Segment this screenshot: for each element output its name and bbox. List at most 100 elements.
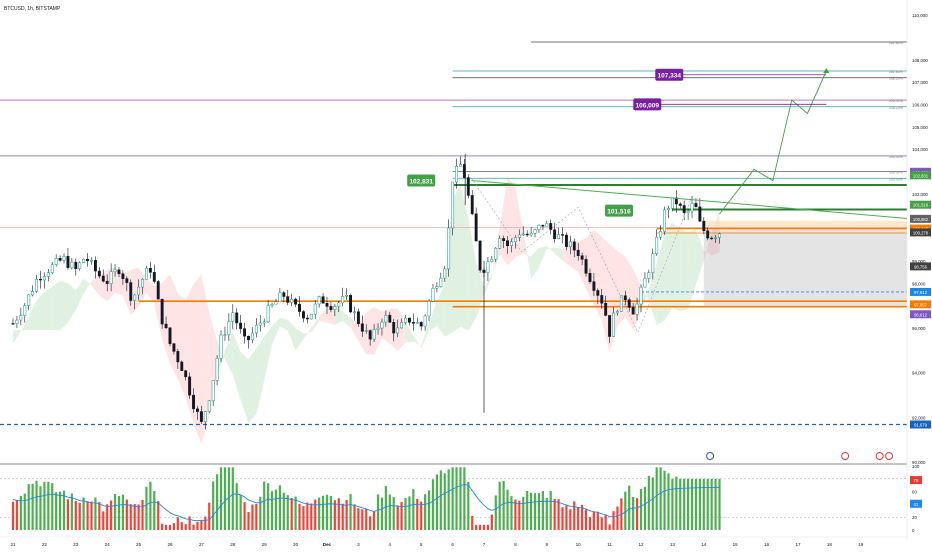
candle-bear[interactable] [160,298,164,325]
candle-bear[interactable] [156,281,160,300]
price-callout[interactable]: 101,516 [605,204,634,217]
candle-bull[interactable] [27,294,31,306]
candle-bull[interactable] [443,268,447,279]
candle-bear[interactable] [627,299,631,308]
candle-bull[interactable] [90,260,93,262]
candle-bear[interactable] [564,234,568,247]
candle-bear[interactable] [541,224,545,227]
candle-bull[interactable] [486,261,490,273]
candle-bear[interactable] [58,258,62,261]
candle-bear[interactable] [407,317,411,323]
candle-bear[interactable] [561,234,564,236]
candle-bull[interactable] [364,330,368,332]
candle-bear[interactable] [470,195,474,215]
candle-bull[interactable] [435,286,439,289]
candle-bull[interactable] [451,181,455,229]
candle-bull[interactable] [31,291,35,296]
candle-bull[interactable] [714,237,718,239]
candle-bull[interactable] [317,296,321,305]
candle-bear[interactable] [125,278,129,283]
candle-bull[interactable] [431,288,435,302]
candle-bear[interactable] [356,311,360,324]
candle-bear[interactable] [674,197,678,205]
event-marker-icon[interactable] [875,452,884,460]
candle-bull[interactable] [647,272,651,279]
candle-bear[interactable] [608,315,612,337]
candle-bear[interactable] [592,281,596,291]
candle-bear[interactable] [97,270,101,277]
price-callout[interactable]: 102,831 [407,174,436,187]
candle-bear[interactable] [466,177,470,196]
candle-bear[interactable] [105,280,109,284]
candle-bull[interactable] [619,295,623,312]
candle-bull[interactable] [651,253,655,273]
candle-bear[interactable] [596,290,600,296]
candle-bear[interactable] [192,394,196,410]
candle-bull[interactable] [557,234,561,239]
candle-bull[interactable] [78,262,82,269]
candle-bear[interactable] [549,223,553,230]
candle-bear[interactable] [148,267,152,273]
candle-bear[interactable] [572,241,576,251]
candle-bull[interactable] [517,234,521,238]
candle-bull[interactable] [35,278,38,292]
event-marker-icon[interactable] [885,452,894,460]
candle-bull[interactable] [341,296,345,304]
candle-bull[interactable] [353,311,356,313]
candle-bear[interactable] [678,203,682,206]
candle-bull[interactable] [266,305,270,323]
candle-bull[interactable] [718,233,721,238]
candle-bear[interactable] [474,213,478,242]
candle-bull[interactable] [690,203,694,212]
candle-bear[interactable] [698,206,702,222]
candle-bear[interactable] [462,164,466,178]
candles[interactable] [11,153,721,430]
candle-bull[interactable] [659,231,663,238]
candle-bull[interactable] [635,303,639,315]
candle-bull[interactable] [109,271,113,284]
candle-bear[interactable] [286,296,290,303]
price-callout[interactable]: 107,334 [655,68,684,81]
candle-bear[interactable] [39,278,42,281]
candle-bear[interactable] [349,295,353,313]
candle-bull[interactable] [498,238,502,249]
candle-bull[interactable] [219,334,223,359]
candle-bull[interactable] [254,324,258,334]
candle-bull[interactable] [670,197,674,209]
candle-bull[interactable] [113,269,117,272]
candle-bull[interactable] [612,312,615,337]
candle-bear[interactable] [74,261,78,269]
candle-bull[interactable] [372,329,376,340]
candle-bear[interactable] [305,317,309,320]
candle-bull[interactable] [82,258,86,263]
candle-bear[interactable] [294,298,298,305]
candle-bear[interactable] [196,408,199,412]
candle-bear[interactable] [298,303,301,312]
candle-bull[interactable] [396,327,400,334]
candle-bull[interactable] [203,411,207,422]
candle-bull[interactable] [133,294,137,301]
candle-bull[interactable] [345,295,349,297]
candle-bear[interactable] [600,295,604,304]
candle-bear[interactable] [66,256,70,268]
candle-bear[interactable] [129,282,133,301]
candle-bull[interactable] [141,279,144,288]
candle-bull[interactable] [54,258,58,265]
candle-bear[interactable] [325,303,329,307]
candle-bull[interactable] [494,248,498,260]
candle-bull[interactable] [663,209,666,232]
candle-bear[interactable] [168,327,172,344]
candle-bull[interactable] [50,264,54,274]
candle-bear[interactable] [184,370,188,378]
candle-bull[interactable] [19,315,23,321]
candle-bull[interactable] [270,303,274,306]
candle-bear[interactable] [117,269,121,275]
candle-bull[interactable] [521,233,525,236]
callouts[interactable]: 102,831 101,516 107,334 106,009 [407,68,827,217]
candle-bull[interactable] [427,300,431,317]
candle-bull[interactable] [42,276,46,281]
candle-bear[interactable] [302,311,305,319]
candle-bear[interactable] [706,230,710,239]
candle-bear[interactable] [11,323,15,325]
